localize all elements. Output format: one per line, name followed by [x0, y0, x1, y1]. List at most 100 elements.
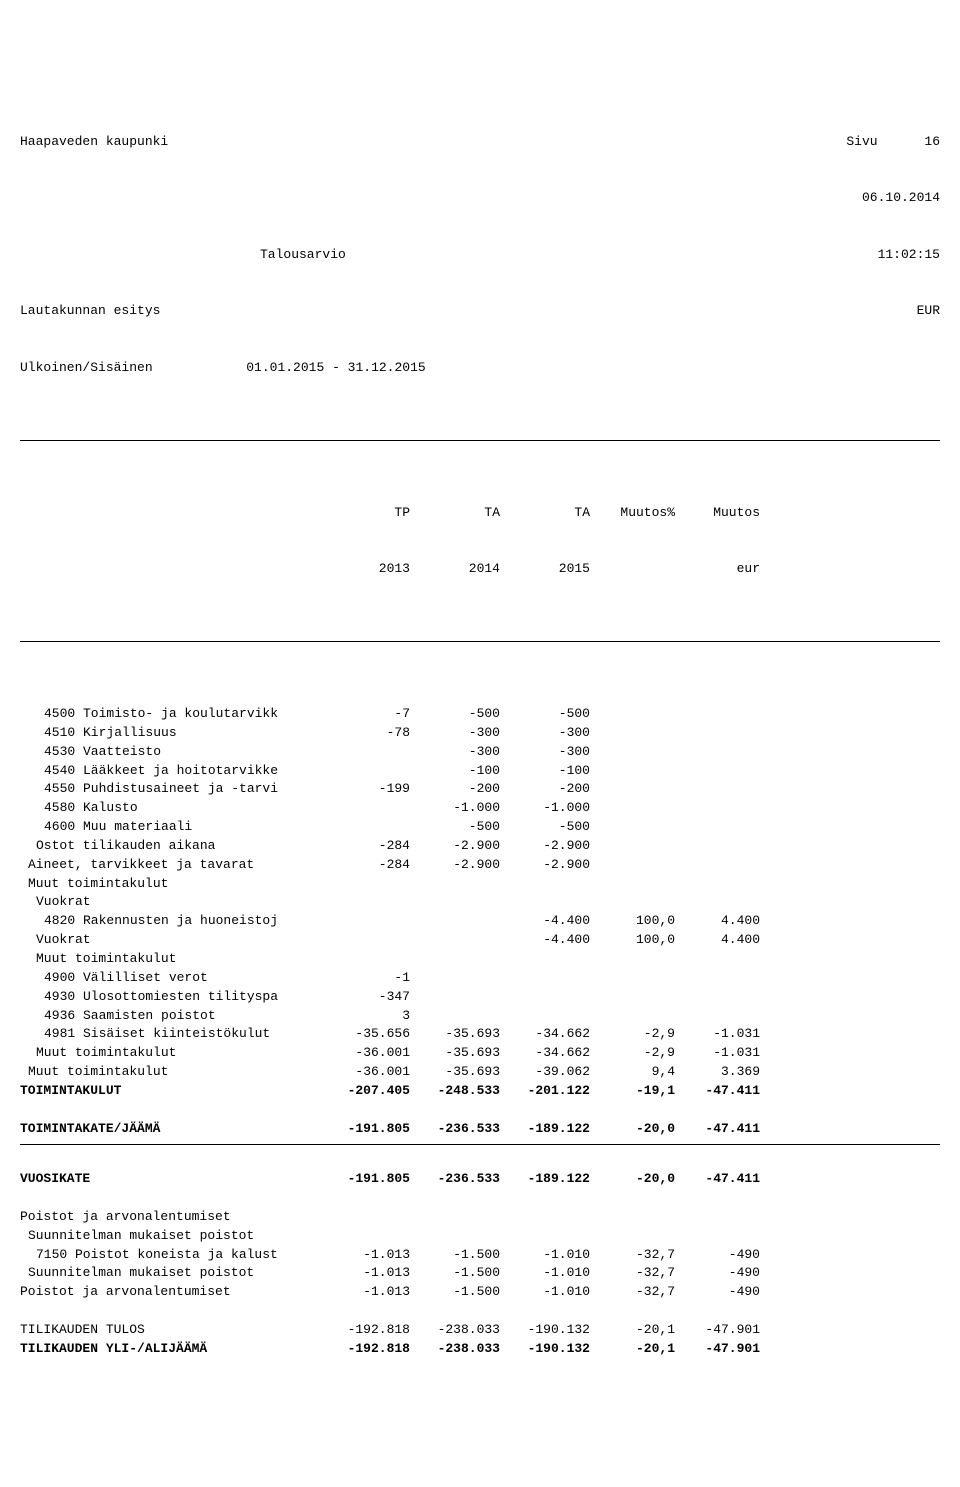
separator — [20, 641, 940, 642]
row-label: 7150 Poistot koneista ja kalust — [20, 1246, 320, 1265]
cell: -20,1 — [590, 1340, 675, 1359]
separator — [20, 1144, 940, 1145]
cell — [410, 912, 500, 931]
cell: -47.411 — [675, 1082, 760, 1101]
cell: -238.033 — [410, 1340, 500, 1359]
cell: -490 — [675, 1246, 760, 1265]
cell: -35.693 — [410, 1063, 500, 1082]
table-row: 4930 Ulosottomiesten tilityspa-347 — [20, 988, 940, 1007]
cell — [675, 893, 760, 912]
cell: -2,9 — [590, 1025, 675, 1044]
col3-h2: 2015 — [500, 560, 590, 579]
cell: -20,1 — [590, 1321, 675, 1340]
row-label: Ostot tilikauden aikana — [20, 837, 320, 856]
cell: -35.656 — [320, 1025, 410, 1044]
row-label: Poistot ja arvonalentumiset — [20, 1208, 320, 1227]
cell — [590, 799, 675, 818]
table-row: Muut toimintakulut-36.001-35.693-39.0629… — [20, 1063, 940, 1082]
row-label: Poistot ja arvonalentumiset — [20, 1283, 320, 1302]
cell — [320, 1227, 410, 1246]
cell: -1.010 — [500, 1283, 590, 1302]
row-label: 4510 Kirjallisuus — [20, 724, 320, 743]
cell — [675, 950, 760, 969]
cell — [675, 1208, 760, 1227]
header-left: Haapaveden kaupunki — [20, 133, 168, 152]
cell: -490 — [675, 1264, 760, 1283]
cell — [410, 1208, 500, 1227]
cell — [675, 988, 760, 1007]
cell: -1.000 — [410, 799, 500, 818]
row-label: 4550 Puhdistusaineet ja -tarvi — [20, 780, 320, 799]
cell: 3 — [320, 1007, 410, 1026]
cell: -47.411 — [675, 1120, 760, 1139]
col5-h1: Muutos — [675, 504, 760, 523]
col5-h2: eur — [675, 560, 760, 579]
cell — [320, 875, 410, 894]
report-header-5: Ulkoinen/Sisäinen 01.01.2015 - 31.12.201… — [20, 359, 940, 378]
table-row: Muut toimintakulut — [20, 875, 940, 894]
cell — [675, 1227, 760, 1246]
row-label: VUOSIKATE — [20, 1170, 320, 1189]
cell: -4.400 — [500, 912, 590, 931]
cell — [410, 1007, 500, 1026]
cell: -20,0 — [590, 1170, 675, 1189]
cell — [590, 762, 675, 781]
table-row: 4500 Toimisto- ja koulutarvikk-7-500-500 — [20, 705, 940, 724]
row-label: 4820 Rakennusten ja huoneistoj — [20, 912, 320, 931]
cell — [675, 875, 760, 894]
cell: -190.132 — [500, 1321, 590, 1340]
cell — [590, 818, 675, 837]
cell — [320, 743, 410, 762]
cell — [320, 818, 410, 837]
blank-row — [20, 1101, 940, 1120]
table-row: 4580 Kalusto-1.000-1.000 — [20, 799, 940, 818]
cell — [500, 875, 590, 894]
cell — [590, 1227, 675, 1246]
row-label: TOIMINTAKATE/JÄÄMÄ — [20, 1120, 320, 1139]
col2-h2: 2014 — [410, 560, 500, 579]
report-header: Haapaveden kaupunki Sivu 16 — [20, 133, 940, 152]
table-row: 4550 Puhdistusaineet ja -tarvi-199-200-2… — [20, 780, 940, 799]
row-label: 4530 Vaatteisto — [20, 743, 320, 762]
cell: -284 — [320, 837, 410, 856]
cell: -500 — [410, 818, 500, 837]
row-label: Suunnitelman mukaiset poistot — [20, 1227, 320, 1246]
cell: -2.900 — [410, 837, 500, 856]
blank-row — [20, 1151, 940, 1170]
cell: -1.013 — [320, 1264, 410, 1283]
cell — [675, 799, 760, 818]
cell — [500, 950, 590, 969]
col1-h1: TP — [320, 504, 410, 523]
col2-h1: TA — [410, 504, 500, 523]
cell — [590, 893, 675, 912]
table-row: Aineet, tarvikkeet ja tavarat-284-2.900-… — [20, 856, 940, 875]
cell — [590, 969, 675, 988]
cell: -1.010 — [500, 1246, 590, 1265]
cell: -300 — [410, 743, 500, 762]
cell: -20,0 — [590, 1120, 675, 1139]
cell — [675, 1007, 760, 1026]
table-row: Muut toimintakulut-36.001-35.693-34.662-… — [20, 1044, 940, 1063]
cell: 4.400 — [675, 912, 760, 931]
table-row: Suunnitelman mukaiset poistot-1.013-1.50… — [20, 1264, 940, 1283]
cell — [675, 856, 760, 875]
cell: -47.901 — [675, 1321, 760, 1340]
cell: -2.900 — [500, 837, 590, 856]
table-row: Muut toimintakulut — [20, 950, 940, 969]
header-right: Sivu 16 — [846, 133, 940, 152]
cell: -47.901 — [675, 1340, 760, 1359]
cell — [320, 799, 410, 818]
cell — [500, 1208, 590, 1227]
row-label: Aineet, tarvikkeet ja tavarat — [20, 856, 320, 875]
page-number: 16 — [924, 134, 940, 149]
table-row: 4820 Rakennusten ja huoneistoj-4.400100,… — [20, 912, 940, 931]
cell: -189.122 — [500, 1120, 590, 1139]
cell — [590, 950, 675, 969]
table-row: 4981 Sisäiset kiinteistökulut-35.656-35.… — [20, 1025, 940, 1044]
table-row: TILIKAUDEN YLI-/ALIJÄÄMÄ-192.818-238.033… — [20, 1340, 940, 1359]
table-row: 4510 Kirjallisuus-78-300-300 — [20, 724, 940, 743]
cell — [320, 931, 410, 950]
blank-row — [20, 1302, 940, 1321]
cell: -1.031 — [675, 1025, 760, 1044]
table-row: Poistot ja arvonalentumiset — [20, 1208, 940, 1227]
